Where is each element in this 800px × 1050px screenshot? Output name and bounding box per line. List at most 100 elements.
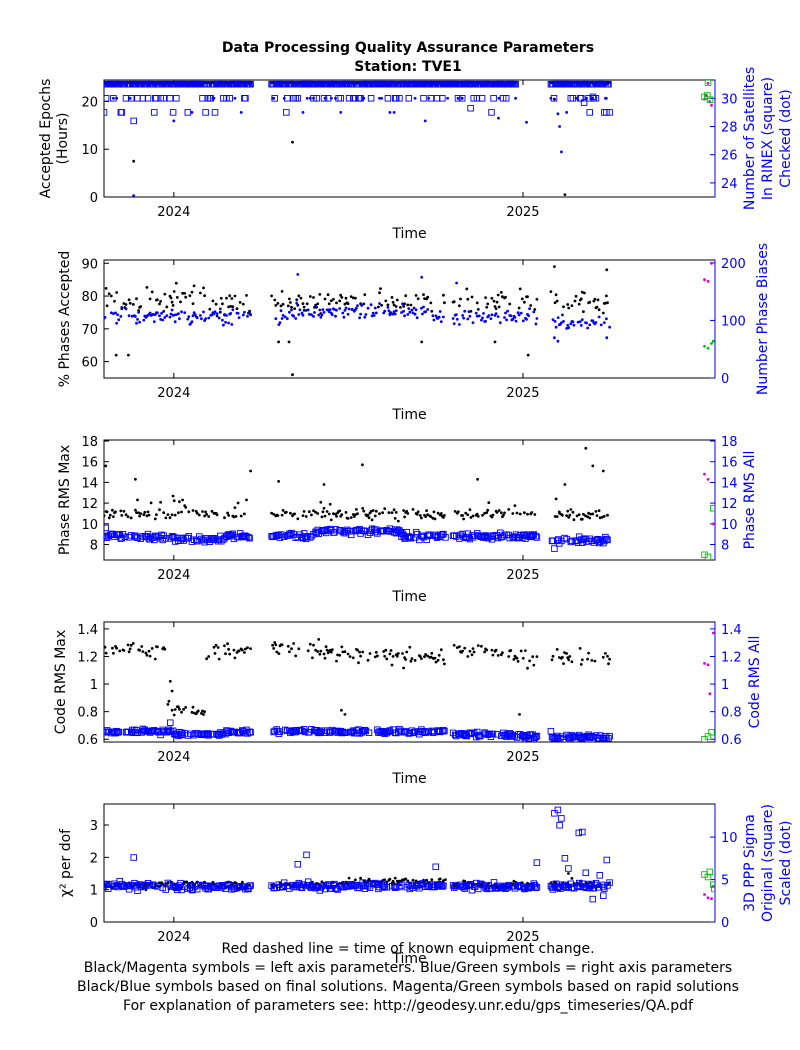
data-point (395, 298, 399, 302)
data-point (188, 294, 192, 297)
data-point (569, 322, 573, 326)
data-point (480, 644, 483, 648)
data-point (384, 95, 392, 102)
data-point (513, 504, 517, 507)
data-point (535, 317, 539, 320)
data-point (494, 307, 498, 310)
series-left-dot (104, 638, 611, 717)
data-point (149, 501, 153, 505)
data-point (111, 508, 114, 512)
data-point (152, 82, 156, 86)
data-point (246, 534, 253, 542)
data-point (174, 82, 178, 86)
data-point (578, 647, 582, 650)
y2-tick-label: 0 (721, 916, 729, 931)
data-point (580, 517, 584, 521)
data-point (105, 304, 109, 308)
data-point (335, 301, 338, 305)
data-point (566, 82, 570, 86)
data-point (107, 516, 111, 520)
data-point (142, 513, 146, 517)
data-point (210, 313, 214, 317)
data-point (562, 305, 565, 309)
data-point (325, 510, 329, 513)
data-point (505, 318, 508, 322)
data-point (484, 319, 487, 323)
data-point (370, 82, 374, 86)
data-point (406, 313, 410, 316)
y-tick-label: 10 (81, 143, 98, 158)
data-point (288, 650, 291, 654)
data-point (334, 96, 337, 100)
data-point (138, 82, 142, 86)
data-point (200, 317, 203, 321)
data-point (374, 311, 378, 315)
data-point (296, 517, 300, 521)
data-point (429, 301, 433, 305)
data-point (439, 95, 446, 102)
data-point (126, 643, 130, 647)
data-point (120, 306, 124, 309)
data-point (582, 310, 585, 313)
data-point (589, 895, 597, 903)
data-point (128, 301, 132, 305)
y-axis-label: χ² per dof (58, 828, 74, 897)
y-tick-label: 1 (90, 884, 98, 899)
data-point (244, 647, 247, 651)
data-point (421, 728, 428, 735)
data-point (426, 654, 430, 658)
data-point (104, 514, 106, 518)
data-point (461, 514, 464, 517)
data-point (563, 483, 567, 486)
series-right-square (104, 524, 611, 552)
data-point (369, 510, 373, 513)
data-point (131, 642, 135, 645)
data-point (414, 879, 418, 883)
data-point (232, 515, 236, 519)
data-point (556, 112, 560, 116)
data-point (307, 510, 311, 514)
data-point (187, 315, 191, 318)
data-point (223, 644, 226, 648)
data-point (400, 311, 403, 314)
data-point (443, 662, 446, 666)
data-point (120, 514, 124, 517)
data-point (184, 506, 188, 509)
data-point (570, 82, 574, 86)
y2-tick-label: 16 (721, 456, 738, 471)
data-point (108, 513, 112, 517)
data-point (338, 653, 342, 657)
data-point (209, 82, 213, 86)
y-tick-label: 1.2 (77, 650, 98, 665)
data-point (372, 314, 376, 317)
data-point (570, 877, 574, 880)
data-point (711, 885, 715, 893)
data-point (379, 82, 382, 86)
data-point (420, 657, 423, 660)
data-point (186, 317, 190, 321)
data-point (469, 516, 473, 519)
data-point (516, 660, 520, 663)
y2-axis-label: 3D PPP Sigma (742, 814, 758, 912)
data-point (219, 296, 223, 300)
data-point (437, 653, 441, 657)
data-point (404, 294, 408, 298)
data-point (377, 305, 380, 309)
data-point (202, 713, 205, 716)
y2-tick-label: 8 (721, 538, 729, 553)
data-point (363, 315, 367, 319)
data-point (173, 708, 177, 711)
x-tick-label: 2025 (506, 386, 539, 401)
data-point (482, 82, 486, 86)
data-point (297, 82, 301, 86)
data-point (136, 498, 139, 502)
data-point (595, 82, 599, 86)
data-point (483, 511, 486, 515)
data-point (239, 111, 243, 114)
data-point (482, 312, 485, 315)
data-point (529, 304, 533, 307)
data-point (553, 265, 556, 268)
data-point (414, 308, 418, 312)
data-point (605, 294, 608, 298)
